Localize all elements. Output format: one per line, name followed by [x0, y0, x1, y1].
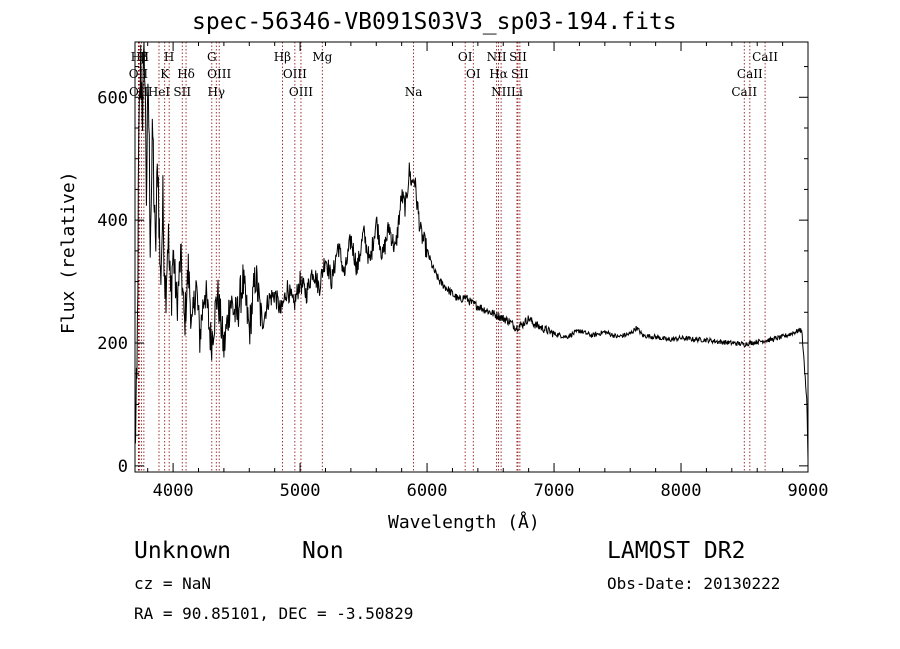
x-tick-label: 7000 — [534, 481, 575, 501]
line-marker-label: Hδ — [177, 67, 195, 81]
line-markers: HβHHOIIOIIKHHeIHδSIIGOIIIHγHβOIIIOIIIMgN… — [129, 42, 778, 472]
line-marker-label: Mg — [312, 50, 332, 64]
line-marker-label: H — [164, 50, 174, 64]
line-marker-label: CaII — [752, 50, 778, 64]
line-marker-label: OI — [458, 50, 473, 64]
line-marker-label: OIII — [289, 85, 313, 99]
line-marker-label: Na — [405, 85, 423, 99]
chart-title: spec-56346-VB091S03V3_sp03-194.fits — [192, 9, 677, 35]
x-tick-label: 6000 — [407, 481, 448, 501]
plot-axes: 4000 5000 6000 7000 8000 9000 0 200 400 600 — [97, 41, 829, 501]
line-marker-label: OIII — [207, 67, 231, 81]
redshift-text: cz = NaN — [134, 574, 212, 593]
line-marker-label: OI — [466, 67, 481, 81]
flux-line — [134, 41, 809, 460]
x-tick-label: 5000 — [280, 481, 321, 501]
y-tick-label: 0 — [118, 457, 128, 477]
line-marker-label: SII — [173, 85, 191, 99]
line-marker-label: SII — [511, 67, 529, 81]
line-marker-label: OIII — [283, 67, 307, 81]
x-axis-label: Wavelength (Å) — [388, 512, 540, 533]
plot-frame — [134, 41, 809, 473]
y-tick-label: 200 — [97, 334, 128, 354]
x-tick-label: 4000 — [153, 481, 194, 501]
obs-date-text: Obs-Date: 20130222 — [607, 574, 781, 593]
flux-series — [134, 41, 809, 460]
line-marker-label: Hγ — [207, 85, 225, 99]
x-tick-label: 9000 — [788, 481, 829, 501]
survey-text: LAMOST DR2 — [607, 538, 746, 564]
y-tick-label: 600 — [97, 88, 128, 108]
line-marker-label: CaII — [737, 67, 763, 81]
line-marker-label: Hα — [489, 67, 508, 81]
line-marker-label: SII — [509, 50, 527, 64]
x-tick-label: 8000 — [661, 481, 702, 501]
line-marker-label: HeI — [148, 85, 171, 99]
y-axis-label: Flux (relative) — [58, 171, 79, 334]
y-tick-label: 400 — [97, 211, 128, 231]
line-marker-label: K — [160, 67, 170, 81]
line-marker-label: NII — [491, 85, 511, 99]
line-marker-label: Hβ — [274, 50, 291, 64]
line-marker-label: NII — [487, 50, 507, 64]
line-marker-label: H — [136, 50, 146, 64]
line-marker-label: OII — [129, 85, 149, 99]
line-marker-label: Li — [511, 85, 523, 99]
line-marker-label: G — [207, 50, 217, 64]
subclass-text: Non — [302, 538, 344, 564]
classification-text: Unknown — [134, 538, 231, 564]
coords-text: RA = 90.85101, DEC = -3.50829 — [134, 604, 414, 623]
line-marker-label: CaII — [731, 85, 757, 99]
